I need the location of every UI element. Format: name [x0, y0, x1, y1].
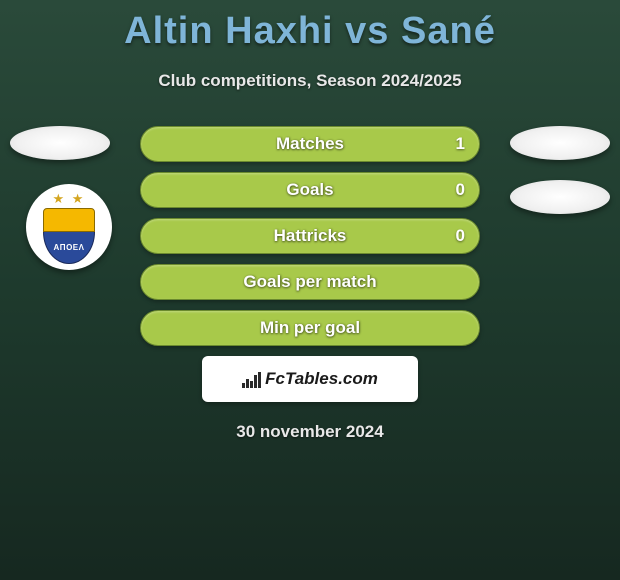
stat-label: Goals per match	[243, 272, 376, 292]
stat-row: Goals 0	[140, 172, 480, 208]
stat-right-value: 0	[456, 180, 465, 200]
stat-right-value: 0	[456, 226, 465, 246]
content-area: ★ ★ ΑΠΟΕΛ Matches 1 Goals 0 Hattricks 0 …	[0, 126, 620, 442]
crest-bottom: ΑΠΟΕΛ	[43, 232, 95, 264]
page-title: Altin Haxhi vs Sané	[0, 0, 620, 53]
stat-row: Min per goal	[140, 310, 480, 346]
stat-right-value: 1	[456, 134, 465, 154]
footer-logo: FcTables.com	[242, 369, 378, 389]
club-crest: ΑΠΟΕΛ	[43, 208, 95, 264]
stat-label: Min per goal	[260, 318, 360, 338]
club-badge-left: ★ ★ ΑΠΟΕΛ	[26, 184, 112, 270]
player-right-avatar	[510, 126, 610, 160]
date-text: 30 november 2024	[0, 422, 620, 442]
stat-label: Hattricks	[274, 226, 347, 246]
footer-brand-box[interactable]: FcTables.com	[202, 356, 418, 402]
stat-row: Goals per match	[140, 264, 480, 300]
stat-label: Goals	[286, 180, 333, 200]
crest-top	[43, 208, 95, 232]
stats-table: Matches 1 Goals 0 Hattricks 0 Goals per …	[140, 126, 480, 346]
club-stars: ★ ★	[53, 191, 86, 207]
player-right-avatar-2	[510, 180, 610, 214]
chart-icon	[242, 370, 261, 388]
stat-label: Matches	[276, 134, 344, 154]
player-left-avatar	[10, 126, 110, 160]
stat-row: Hattricks 0	[140, 218, 480, 254]
subtitle: Club competitions, Season 2024/2025	[0, 71, 620, 91]
stat-row: Matches 1	[140, 126, 480, 162]
footer-brand-text: FcTables.com	[265, 369, 378, 389]
